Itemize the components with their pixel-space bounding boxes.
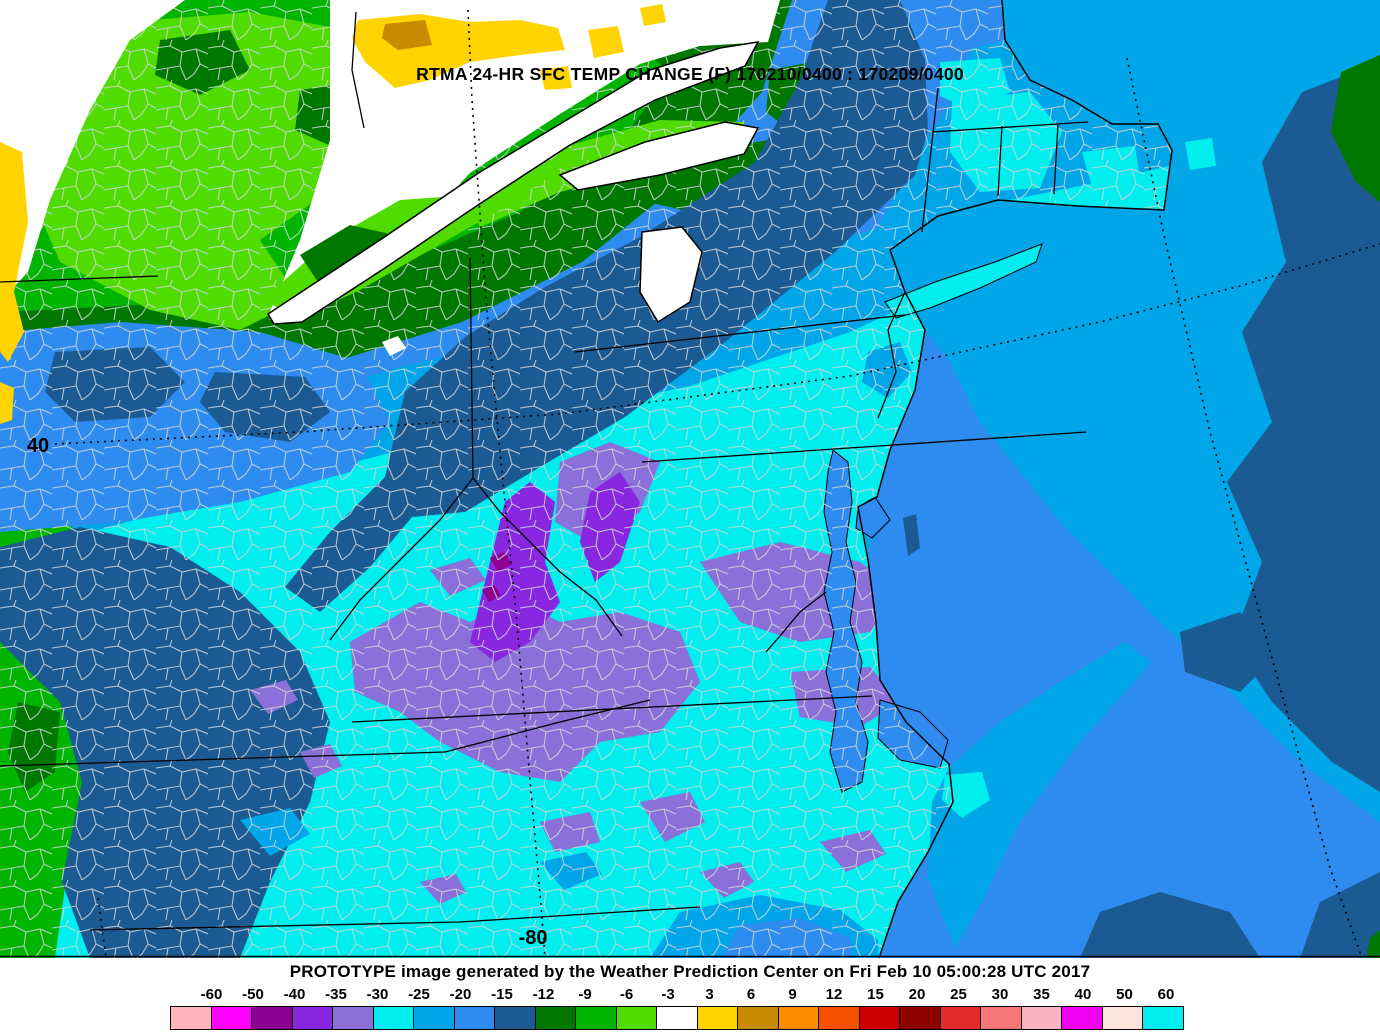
legend-tick-label: -60: [200, 986, 223, 1003]
legend-tick-label: 40: [1074, 986, 1092, 1003]
ocean-navy: [903, 62, 1380, 958]
legend-color-box: [575, 1006, 617, 1030]
legend-tick-label: 30: [991, 986, 1009, 1003]
legend-tick-label: -15: [491, 986, 513, 1003]
legend-color-box: [534, 1006, 576, 1030]
legend-tick-label: 9: [788, 986, 797, 1003]
legend-color-box: [413, 1006, 455, 1030]
legend-tick-label: -40: [283, 986, 306, 1003]
legend-color-box: [656, 1006, 698, 1030]
legend-tick-label: -20: [449, 986, 472, 1003]
legend-color-box: [1142, 1006, 1184, 1030]
legend-tick-label: 60: [1157, 986, 1175, 1003]
legend-tick-label: -50: [242, 986, 264, 1003]
legend-tick-label: 35: [1033, 986, 1050, 1003]
ontario-peninsula-dark-green: [300, 225, 395, 285]
legend-tick-label: 20: [908, 986, 926, 1003]
legend-tick-label: 50: [1116, 986, 1133, 1003]
legend-tick-label: -12: [532, 986, 555, 1003]
legend-color-box: [696, 1006, 738, 1030]
legend-color-box: [1101, 1006, 1143, 1030]
prototype-credit-text: PROTOTYPE image generated by the Weather…: [289, 962, 1091, 981]
state-borders: [0, 11, 1089, 931]
legend-color-box: [980, 1006, 1022, 1030]
legend-tick-label: -30: [366, 986, 389, 1003]
legend-color-box: [494, 1006, 536, 1030]
legend-tick-label: -35: [325, 986, 347, 1003]
legend-color-box: [777, 1006, 819, 1030]
legend-color-box: [372, 1006, 414, 1030]
legend-color-box: [899, 1006, 941, 1030]
legend-tick-label: -6: [619, 986, 634, 1003]
legend-tick-label: 25: [950, 986, 967, 1003]
latitude-label: 40: [27, 435, 49, 457]
legend-color-box: [818, 1006, 860, 1030]
coastline: [857, 0, 1173, 958]
legend-color-box: [453, 1006, 495, 1030]
legend-bar: [170, 1006, 1184, 1030]
legend-tick-label: 15: [867, 986, 884, 1003]
legend-tick-label: -3: [661, 986, 675, 1003]
warm-goldenrod-patch: [382, 20, 432, 50]
legend-tick-label: 12: [825, 986, 843, 1003]
map-area: RTMA 24-HR SFC TEMP CHANGE (F) 170210/04…: [0, 0, 1380, 958]
legend-color-box: [332, 1006, 374, 1030]
legend-color-box: [858, 1006, 900, 1030]
footer-strip: PROTOTYPE image generated by the Weather…: [0, 958, 1380, 1035]
ocean-tongue-light: [928, 642, 1152, 948]
ocean-corner-green: [1331, 55, 1380, 958]
map-title: RTMA 24-HR SFC TEMP CHANGE (F) 170210/04…: [416, 64, 964, 84]
legend-color-box: [1061, 1006, 1103, 1030]
legend-color-box: [251, 1006, 293, 1030]
legend-color-box: [291, 1006, 333, 1030]
legend-tick-label: -25: [408, 986, 430, 1003]
legend-color-box: [737, 1006, 779, 1030]
great-lakes: [266, 41, 760, 356]
legend-color-box: [615, 1006, 657, 1030]
legend-tick-label: 6: [746, 986, 756, 1003]
legend-color-box: [939, 1006, 981, 1030]
legend-color-box: [170, 1006, 212, 1030]
legend-ticks: -60 -50 -40 -35 -30 -25 -20 -15 -12 -9 -6 -3 3 6 9 12 15…: [0, 986, 1380, 1004]
weather-map: RTMA 24-HR SFC TEMP CHANGE (F) 170210/04…: [0, 0, 1380, 958]
legend-color-box: [1020, 1006, 1062, 1030]
legend-tick-label: -9: [578, 986, 592, 1003]
legend-tick-label: 3: [705, 986, 714, 1003]
legend-color-box: [210, 1006, 252, 1030]
graticule-dotted-lines: [54, 9, 1380, 958]
longitude-label: -80: [519, 927, 548, 949]
